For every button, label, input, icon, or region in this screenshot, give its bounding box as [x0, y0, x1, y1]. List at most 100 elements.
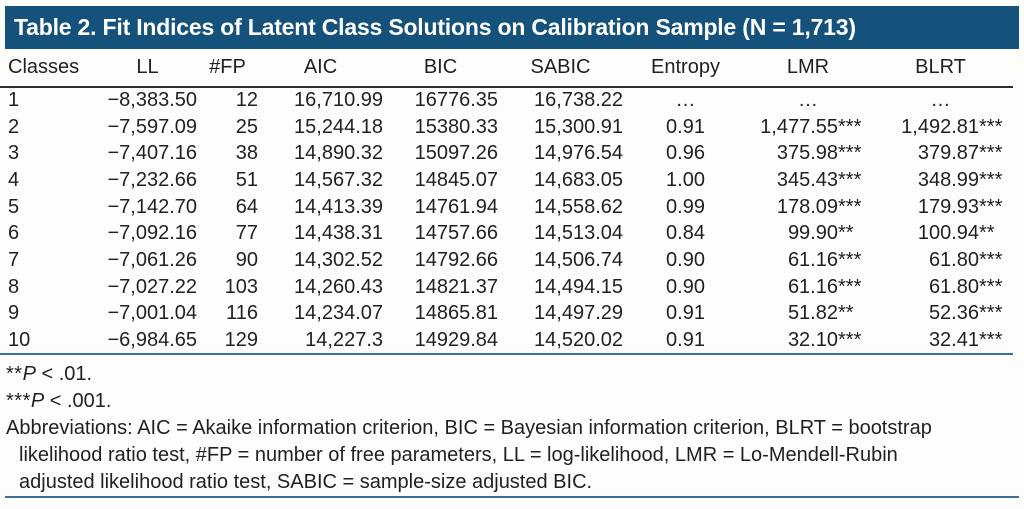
table-cell: 14,506.74 — [534, 248, 623, 271]
table-cell: 1,492.81*** — [901, 115, 1003, 138]
column-header-ll: LL — [98, 49, 197, 88]
table-cell: 1,477.55*** — [760, 115, 862, 138]
table-cell: −7,232.66 — [107, 168, 197, 191]
table-title-bar: Table 2. Fit Indices of Latent Class Sol… — [5, 6, 1019, 49]
column-header-fp: #FP — [197, 49, 258, 88]
table-cell: 178.09*** — [776, 195, 862, 218]
table-title: Table 2. Fit Indices of Latent Class Sol… — [14, 14, 856, 40]
table-cell: 6 — [8, 222, 20, 245]
table-cell: 9 — [8, 302, 20, 325]
table-cell: 116 — [226, 302, 258, 325]
table-cell: 14929.84 — [414, 328, 498, 351]
table-cell: 14,683.05 — [534, 168, 623, 191]
table-cell: 14865.81 — [414, 302, 498, 325]
abbreviation-line: adjusted likelihood ratio test, SABIC = … — [19, 471, 593, 493]
p-symbol: P — [22, 363, 36, 385]
table-cell: 16,710.99 — [294, 89, 383, 112]
footnote-significance-01: **P < .01. — [6, 361, 1018, 388]
table-cell: −7,061.26 — [107, 248, 197, 271]
table-cell: 14,976.54 — [534, 142, 623, 165]
table-cell: 14,494.15 — [534, 275, 623, 298]
table-cell: 38 — [235, 142, 258, 165]
table-footnotes: **P < .01. ***P < .001. Abbreviations: A… — [6, 361, 1018, 496]
column-header-lmr: LMR — [748, 49, 868, 88]
table-cell: 103 — [224, 275, 258, 298]
table-cell: 4 — [8, 168, 20, 191]
table-cell: … — [798, 89, 818, 112]
table-cell: 14,513.04 — [534, 222, 623, 245]
table-cell: 61.80*** — [928, 248, 1003, 271]
table-row: 3 −7,407.16 38 14,890.32 15097.26 14,976.54 0.… — [0, 140, 1013, 167]
table-cell: −7,407.16 — [107, 142, 197, 165]
table-cell: 15,300.91 — [534, 115, 623, 138]
table-cell: 14,260.43 — [294, 275, 383, 298]
table-row: 2 −7,597.09 25 15,244.18 15380.33 15,300.91 0.… — [0, 114, 1013, 141]
table-cell: 14,302.52 — [294, 248, 383, 271]
footnote-threshold: < .01. — [35, 363, 93, 385]
table-cell: 0.91 — [666, 328, 705, 351]
table-cell: −7,597.09 — [107, 115, 197, 138]
column-header-aic: AIC — [258, 49, 383, 88]
table-cell: 345.43*** — [776, 168, 862, 191]
table-cell: 2 — [8, 115, 20, 138]
column-header-entropy: Entropy — [623, 49, 748, 88]
table-cell: 7 — [8, 248, 20, 271]
table-cell: 25 — [235, 115, 258, 138]
footnote-stars: *** — [6, 390, 31, 412]
table-cell: 64 — [235, 195, 258, 218]
table-cell: 0.99 — [666, 195, 705, 218]
fit-indices-table: Classes LL #FP AIC BIC SABIC Entropy LMR BLRT 1 −… — [0, 49, 1013, 355]
table-cell: … — [675, 89, 696, 112]
table-row: 4 −7,232.66 51 14,567.32 14845.07 14,683.05 1.… — [0, 167, 1013, 194]
table-cell: 379.87*** — [917, 142, 1003, 165]
table-cell: 8 — [8, 275, 20, 298]
column-header-blrt: BLRT — [868, 49, 1013, 88]
abbreviation-line: Abbreviations: AIC = Akaike information … — [6, 417, 932, 439]
table-cell: 61.16*** — [787, 275, 862, 298]
table-cell: 32.41*** — [928, 328, 1003, 351]
column-header-classes: Classes — [0, 49, 98, 88]
table-cell: 12 — [235, 89, 258, 112]
table-cell: 51.82** — [787, 302, 854, 325]
table-cell: 15,244.18 — [294, 115, 383, 138]
table-cell: −7,142.70 — [107, 195, 197, 218]
table-cell: 179.93*** — [917, 195, 1003, 218]
table-row: 6 −7,092.16 77 14,438.31 14757.66 14,513.04 0.… — [0, 220, 1013, 247]
table-cell: 348.99*** — [917, 168, 1003, 191]
table-cell: 1 — [8, 89, 20, 112]
table-cell: 99.90** — [787, 222, 854, 245]
table-row: 8 −7,027.22 103 14,260.43 14821.37 14,494.15 0… — [0, 274, 1013, 301]
table-row: 10 −6,984.65 129 14,227.3 14929.84 14,520.02 0… — [0, 327, 1013, 354]
table-cell: −7,027.22 — [107, 275, 197, 298]
table-cell: 1.00 — [666, 168, 705, 191]
table-cell: 61.80*** — [928, 275, 1003, 298]
table-row: 5 −7,142.70 64 14,413.39 14761.94 14,558.62 0.… — [0, 194, 1013, 221]
table-cell: −6,984.65 — [107, 328, 197, 351]
table-cell: 16776.35 — [414, 89, 498, 112]
table-cell: 14792.66 — [414, 248, 498, 271]
table-cell: 14761.94 — [414, 195, 498, 218]
footnote-abbreviations: Abbreviations: AIC = Akaike information … — [6, 415, 1018, 496]
table-cell: 14,497.29 — [534, 302, 623, 325]
footnote-significance-001: ***P < .001. — [6, 388, 1018, 415]
table-row: 9 −7,001.04 116 14,234.07 14865.81 14,497.29 0… — [0, 301, 1013, 328]
column-header-bic: BIC — [383, 49, 498, 88]
table-cell: 14,227.3 — [305, 328, 383, 351]
table-cell: 14,413.39 — [294, 195, 383, 218]
table-cell: 16,738.22 — [534, 89, 623, 112]
table-cell: 0.96 — [666, 142, 705, 165]
table-cell: 52.36*** — [928, 302, 1003, 325]
table-cell: 0.90 — [666, 275, 705, 298]
table-cell: 3 — [8, 142, 20, 165]
abbreviation-line: likelihood ratio test, #FP = number of f… — [19, 444, 898, 466]
table-cell: 14,567.32 — [294, 168, 383, 191]
table-cell: 0.90 — [666, 248, 705, 271]
p-symbol: P — [30, 390, 45, 412]
table-cell: 61.16*** — [787, 248, 862, 271]
table-cell: 0.91 — [666, 302, 705, 325]
table-cell: 90 — [235, 248, 258, 271]
table-cell: 100.94** — [917, 222, 995, 245]
table-cell: 129 — [224, 328, 258, 351]
bottom-rule — [5, 496, 1019, 498]
